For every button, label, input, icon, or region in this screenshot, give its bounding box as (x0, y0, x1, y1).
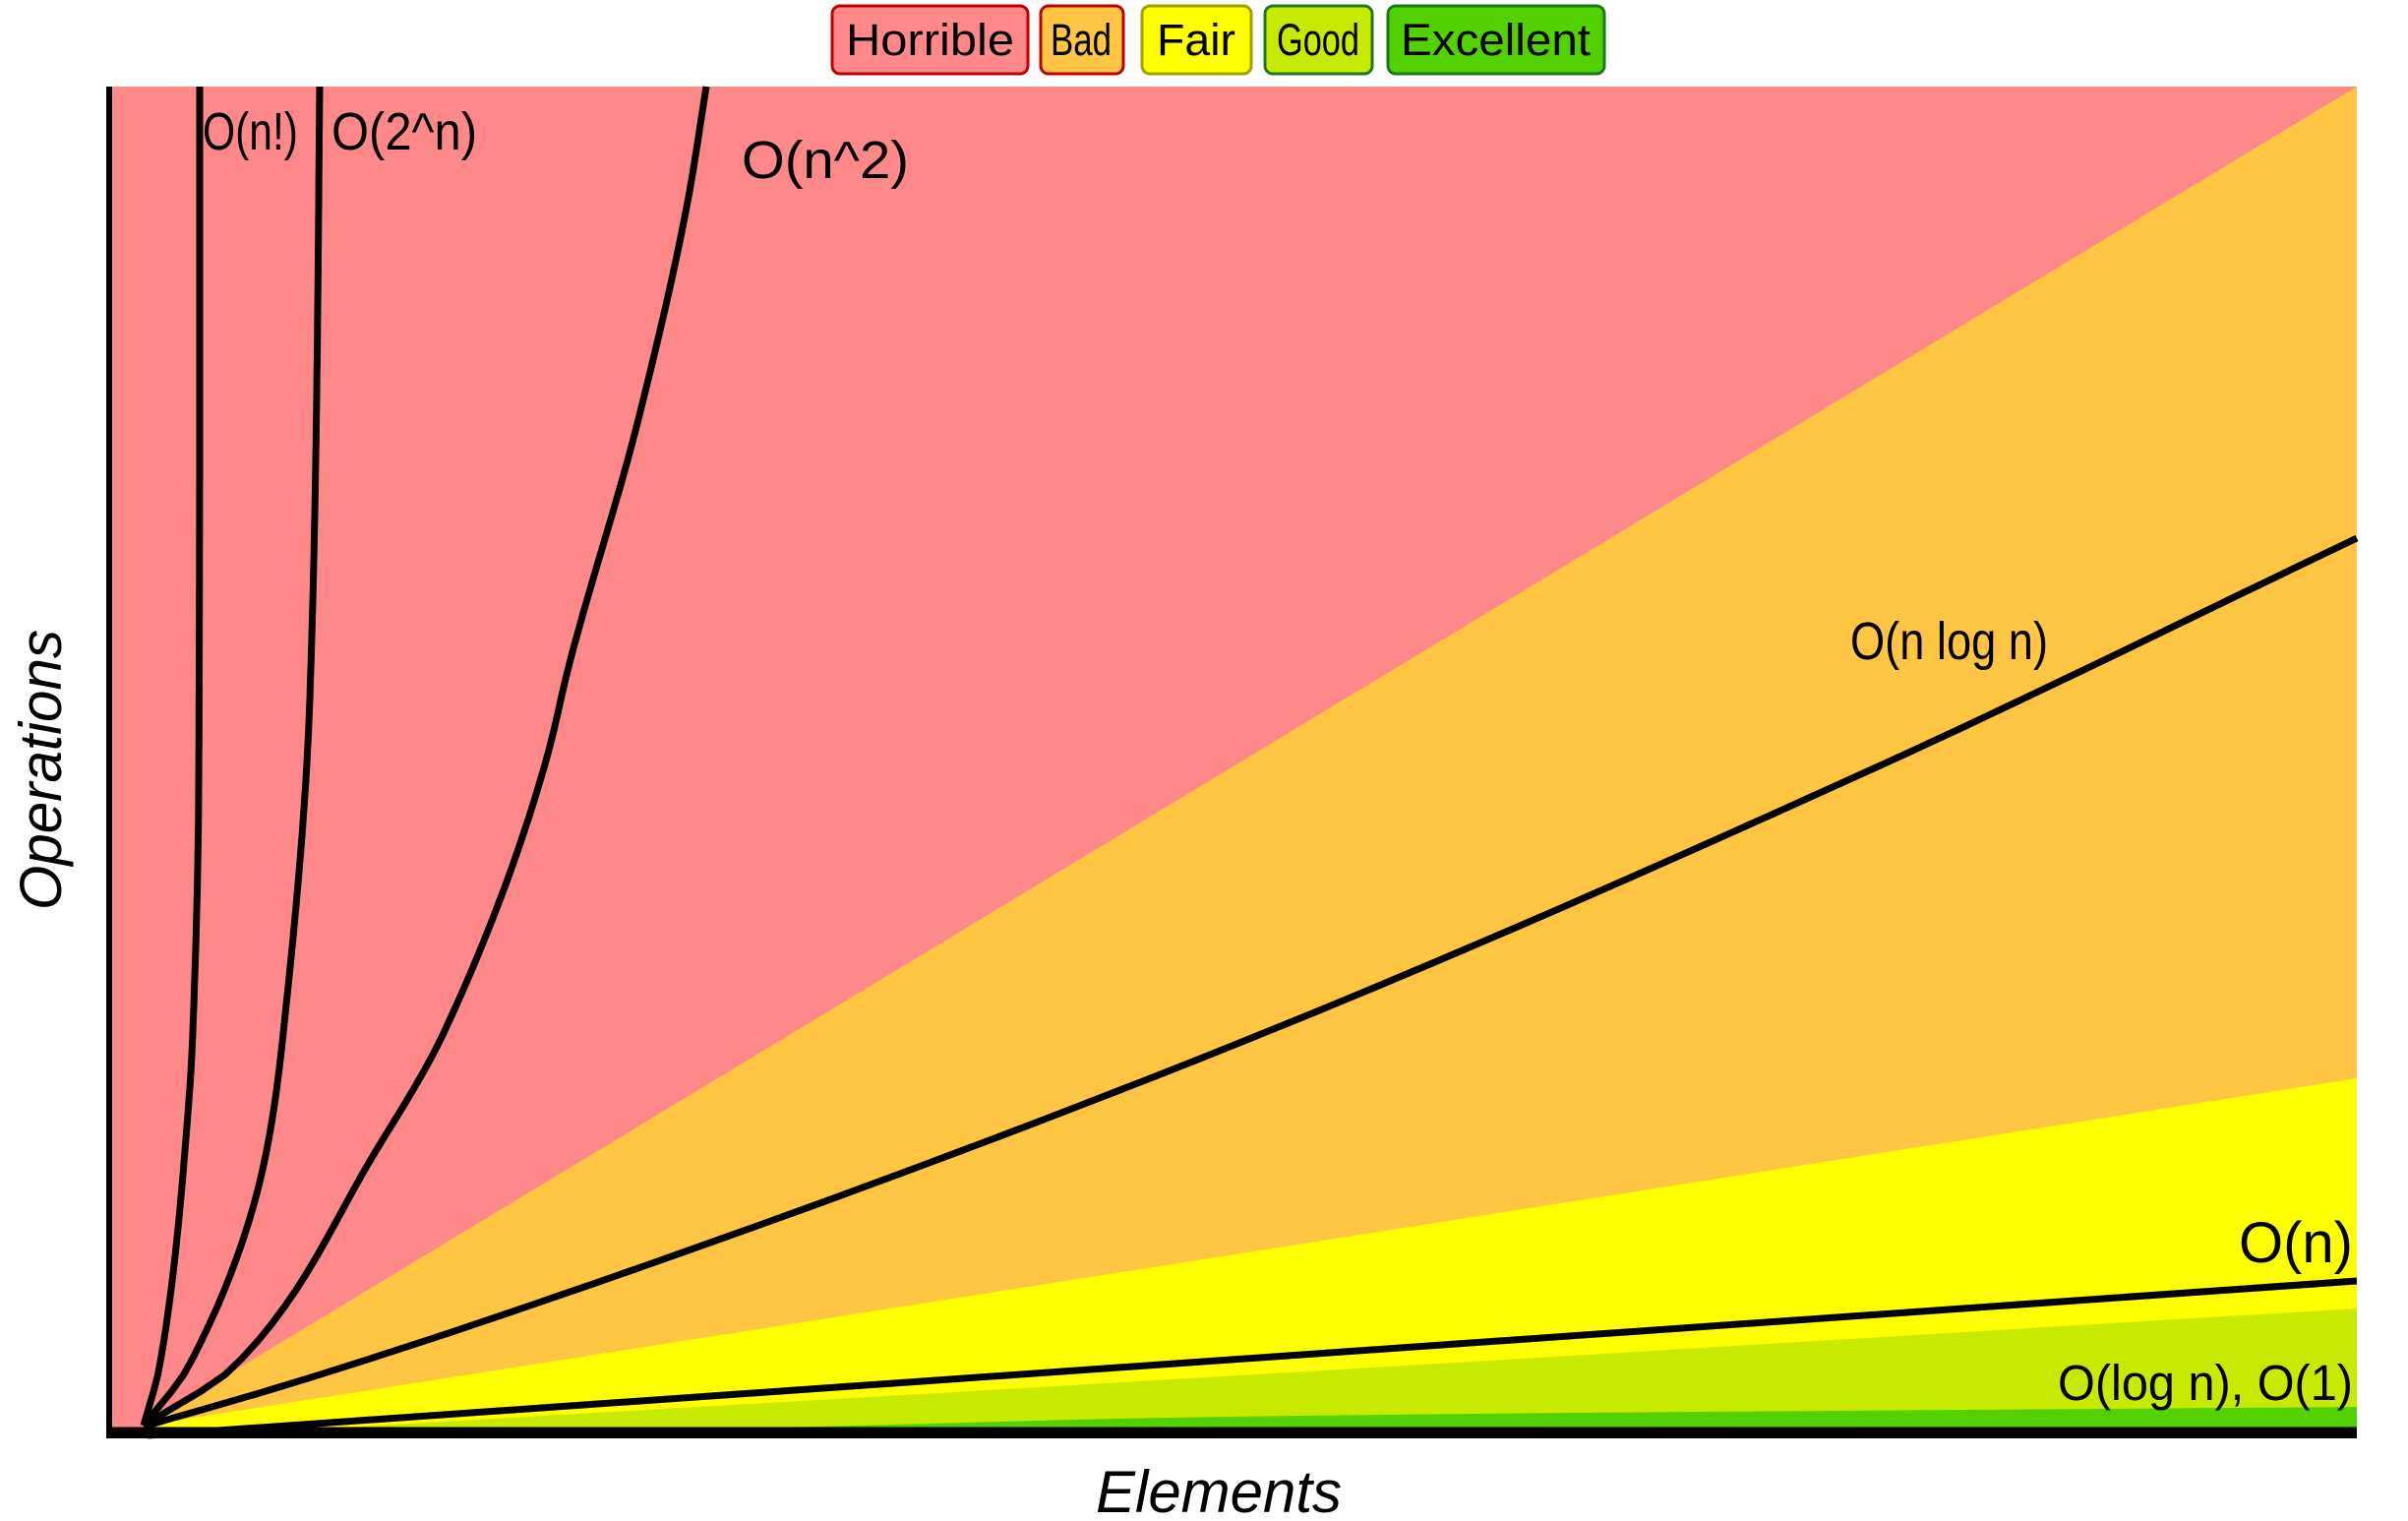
svg-text:O(n!): O(n!) (203, 102, 298, 161)
svg-text:Fair: Fair (1157, 15, 1235, 65)
svg-text:O(n log n): O(n log n) (1850, 612, 2048, 671)
svg-text:O(log n), O(1): O(log n), O(1) (2058, 1355, 2353, 1411)
svg-text:Bad: Bad (1051, 15, 1112, 65)
svg-text:Elements: Elements (1096, 1459, 1342, 1521)
svg-text:Horrible: Horrible (846, 15, 1014, 65)
svg-text:Excellent: Excellent (1401, 15, 1592, 65)
svg-text:Operations: Operations (8, 630, 74, 910)
svg-text:Good: Good (1277, 15, 1359, 65)
svg-text:O(n): O(n) (2239, 1211, 2353, 1275)
svg-text:O(n^2): O(n^2) (742, 131, 909, 190)
svg-text:O(2^n): O(2^n) (331, 102, 477, 161)
